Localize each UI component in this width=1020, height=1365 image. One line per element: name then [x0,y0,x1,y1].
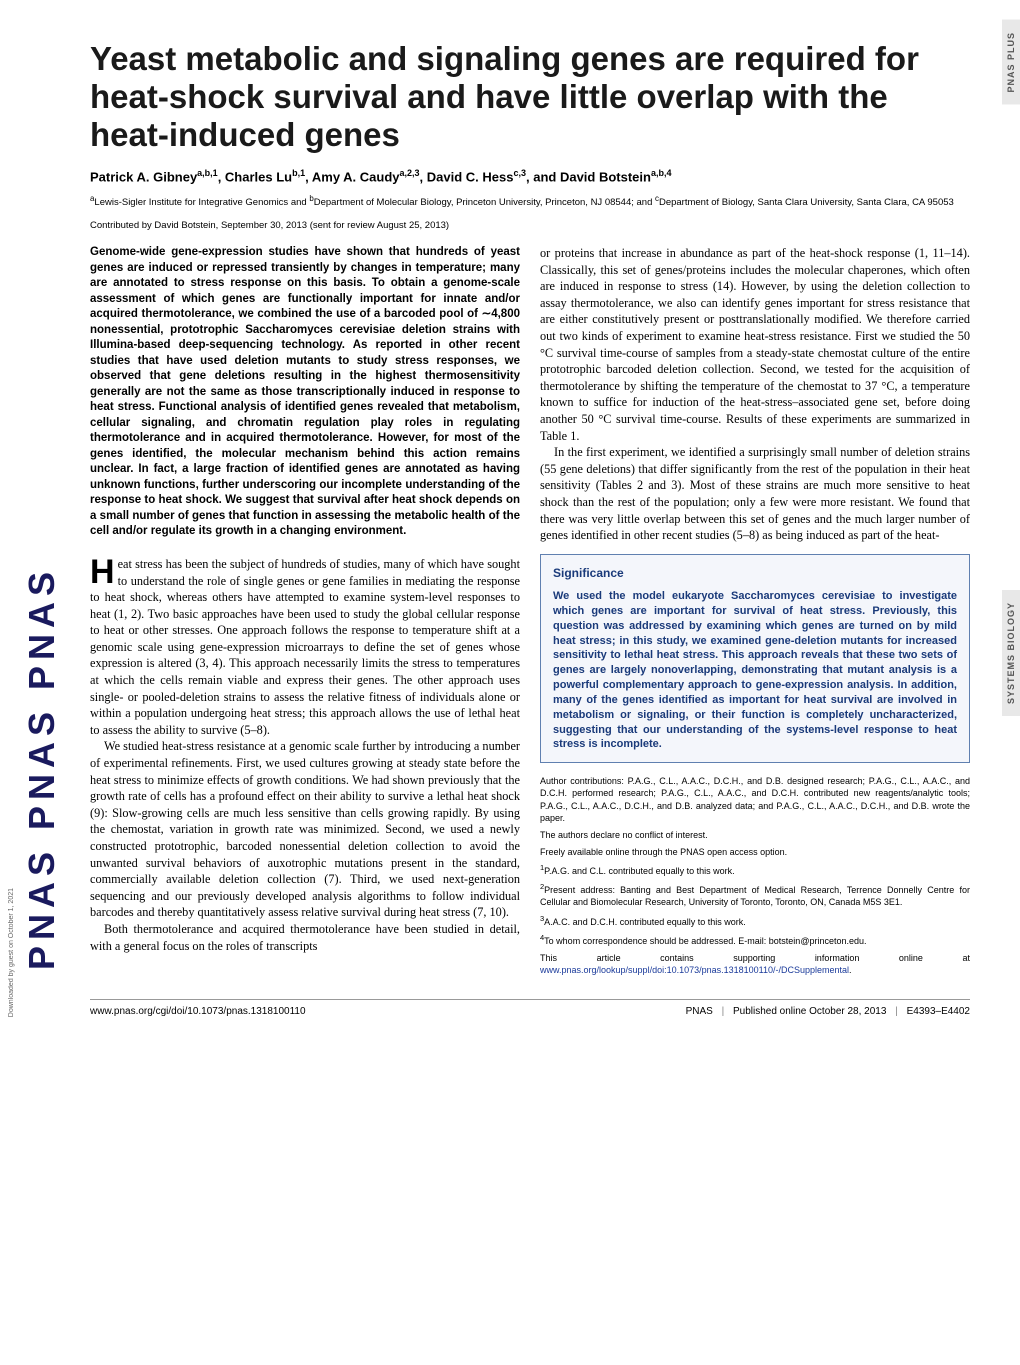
footnote-2: 2Present address: Banting and Best Depar… [540,882,970,908]
two-column-layout: Genome-wide gene-expression studies have… [90,245,970,981]
left-column: Genome-wide gene-expression studies have… [90,245,520,981]
footnote-3: 3A.A.C. and D.C.H. contributed equally t… [540,914,970,928]
footer-right: PNAS | Published online October 28, 2013… [686,1006,970,1017]
si-suffix: . [849,965,852,975]
footnote-4: 4To whom correspondence should be addres… [540,933,970,947]
body-p1-text: eat stress has been the subject of hundr… [90,557,520,737]
body-paragraph-5: In the first experiment, we identified a… [540,444,970,544]
footer-pubdate: Published online October 28, 2013 [733,1006,886,1017]
divider-icon: | [895,1006,898,1017]
si-prefix: This article contains supporting informa… [540,953,970,963]
body-paragraph-4: or proteins that increase in abundance a… [540,245,970,444]
body-paragraph-3: Both thermotolerance and acquired thermo… [90,921,520,954]
journal-side-logo: PNAS PNAS PNAS [12,70,72,970]
body-paragraph-2: We studied heat-stress resistance at a g… [90,738,520,921]
footer-journal: PNAS [686,1006,713,1017]
supporting-info-link[interactable]: www.pnas.org/lookup/suppl/doi:10.1073/pn… [540,965,849,975]
right-column: or proteins that increase in abundance a… [540,245,970,981]
affiliations: aLewis-Sigler Institute for Integrative … [90,194,970,210]
significance-body: We used the model eukaryote Saccharomyce… [553,589,957,752]
dropcap: H [90,556,118,587]
article-title: Yeast metabolic and signaling genes are … [90,40,970,154]
conflict-statement: The authors declare no conflict of inter… [540,829,970,841]
author-contributions: Author contributions: P.A.G., C.L., A.A.… [540,775,970,824]
contributed-line: Contributed by David Botstein, September… [90,220,970,231]
page-footer: www.pnas.org/cgi/doi/10.1073/pnas.131810… [90,999,970,1017]
download-note: Downloaded by guest on October 1, 2021 [8,888,15,1017]
abstract: Genome-wide gene-expression studies have… [90,245,520,540]
footnote-1: 1P.A.G. and C.L. contributed equally to … [540,863,970,877]
section-tab-pnas-plus: PNAS PLUS [1002,20,1020,105]
body-paragraph-1: Heat stress has been the subject of hund… [90,556,520,739]
footer-doi: www.pnas.org/cgi/doi/10.1073/pnas.131810… [90,1006,306,1017]
open-access-statement: Freely available online through the PNAS… [540,846,970,858]
footnotes-block: Author contributions: P.A.G., C.L., A.A.… [540,775,970,976]
divider-icon: | [722,1006,725,1017]
significance-title: Significance [553,565,957,581]
supporting-info: This article contains supporting informa… [540,952,970,976]
significance-box: Significance We used the model eukaryote… [540,554,970,763]
author-list: Patrick A. Gibneya,b,1, Charles Lub,1, A… [90,168,970,184]
section-tab-systems-biology: SYSTEMS BIOLOGY [1002,590,1020,716]
footer-pages: E4393–E4402 [907,1006,970,1017]
